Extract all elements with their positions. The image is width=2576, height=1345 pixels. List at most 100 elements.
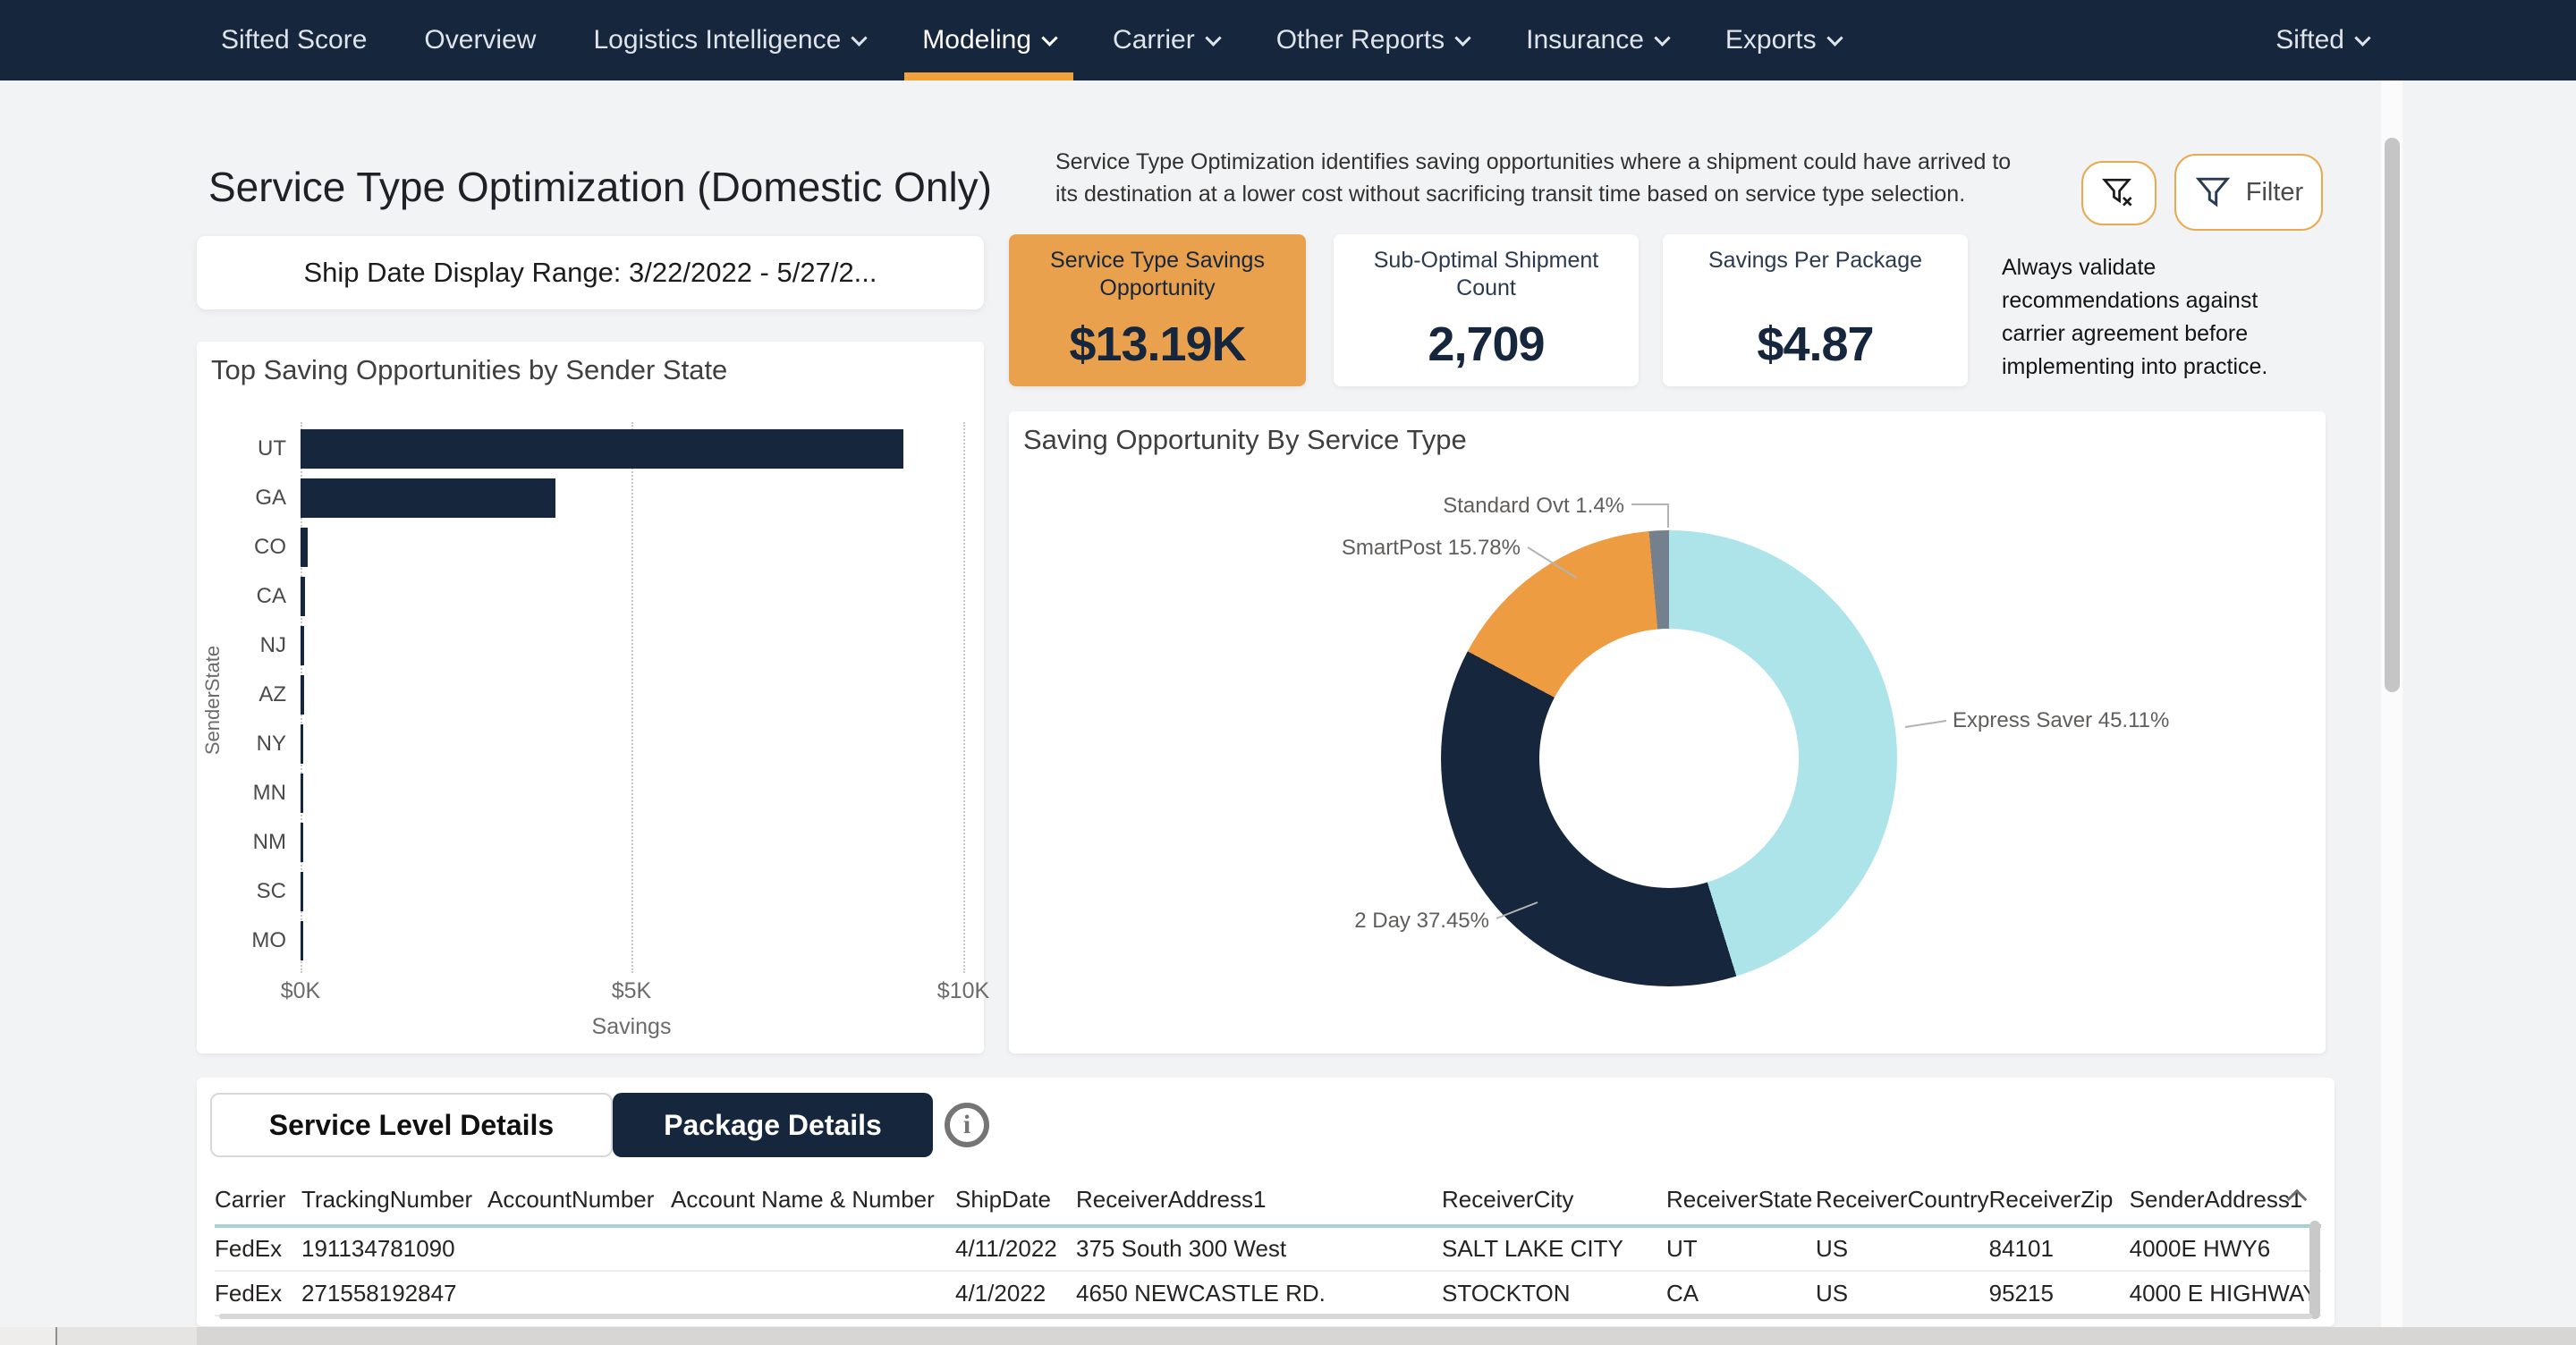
validation-note: Always validate recommendations against … [2002,251,2306,384]
kpi-value: $4.87 [1679,317,1952,372]
bar-row-ut[interactable]: UT [197,424,984,473]
donut-hole [1539,629,1799,888]
table-cell [487,1271,671,1315]
ship-date-slicer[interactable]: Ship Date Display Range: 3/22/2022 - 5/2… [197,236,984,309]
bar-mo[interactable] [301,921,303,960]
page-scrollbar-thumb[interactable] [2385,138,2400,692]
bar-category-label: NM [197,830,286,855]
table-cell: 84101 [1989,1226,2130,1271]
chevron-down-icon [852,30,868,46]
bar-ca[interactable] [301,577,305,616]
column-header-receiveraddress1[interactable]: ReceiverAddress1 [1076,1174,1442,1226]
table-row[interactable]: FedEx2715581928474/1/20224650 NEWCASTLE … [215,1271,2321,1315]
nav-item-overview[interactable]: Overview [395,0,564,80]
bar-mn[interactable] [301,774,303,813]
table-cell: 4/1/2022 [955,1271,1076,1315]
column-header-receivercountry[interactable]: ReceiverCountry [1816,1174,1989,1226]
x-tick-label: $0K [247,978,354,1004]
x-axis-title: Savings [578,1014,685,1040]
bar-az[interactable] [301,675,304,715]
bar-row-sc[interactable]: SC [197,867,984,916]
table-cell [487,1226,671,1271]
nav-item-sifted-score[interactable]: Sifted Score [192,0,395,80]
kpi-value: $13.19K [1025,317,1290,372]
bottom-scrollbar-thumb[interactable] [55,1327,197,1345]
donut-label-standard-ovt: Standard Ovt 1.4% [1443,494,1624,519]
kpi-card-service-type-savings-opportunity[interactable]: Service Type Savings Opportunity $13.19K [1009,234,1306,386]
chevron-down-icon [1654,30,1670,46]
y-axis-title: SenderState [201,629,225,772]
info-icon[interactable]: i [945,1103,989,1147]
table-cell: 4/11/2022 [955,1226,1076,1271]
bar-row-az[interactable]: AZ [197,670,984,719]
table-cell: 271558192847 [301,1271,487,1315]
details-card: Service Level DetailsPackage Details i C… [197,1078,2334,1326]
nav-menu: Sifted Score Overview Logistics Intelligen… [0,0,1869,80]
table-cell: 375 South 300 West [1076,1226,1442,1271]
kpi-label: Service Type Savings Opportunity [1025,247,1290,302]
bar-row-ny[interactable]: NY [197,719,984,768]
column-header-receivercity[interactable]: ReceiverCity [1442,1174,1666,1226]
nav-item-logistics-intelligence[interactable]: Logistics Intelligence [564,0,894,80]
chevron-down-icon [1041,30,1057,46]
bar-chart-card: Top Saving Opportunities by Sender State… [197,342,984,1053]
nav-item-label: Carrier [1113,25,1195,55]
column-header-trackingnumber[interactable]: TrackingNumber [301,1174,487,1226]
column-header-shipdate[interactable]: ShipDate [955,1174,1076,1226]
table-cell: FedEx [215,1271,301,1315]
nav-item-exports[interactable]: Exports [1697,0,1869,80]
tab-service-level-details[interactable]: Service Level Details [210,1093,613,1157]
bar-row-co[interactable]: CO [197,522,984,571]
nav-item-label: Insurance [1526,25,1644,55]
table-cell: 4000E HWY6 [2130,1226,2321,1271]
column-header-accountnumber[interactable]: AccountNumber [487,1174,671,1226]
nav-account-menu[interactable]: Sifted [2247,25,2397,55]
table-vertical-scrollbar[interactable] [2309,1221,2320,1319]
kpi-card-savings-per-package[interactable]: Savings Per Package$4.87 [1663,234,1968,386]
bar-co[interactable] [301,528,308,567]
column-header-receiverstate[interactable]: ReceiverState [1666,1174,1816,1226]
table-cell [671,1226,955,1271]
nav-item-other-reports[interactable]: Other Reports [1248,0,1497,80]
column-header-receiverzip[interactable]: ReceiverZip [1989,1174,2130,1226]
ship-date-range-label: Ship Date Display Range: 3/22/2022 - 5/2… [303,257,877,289]
bar-row-mo[interactable]: MO [197,916,984,965]
nav-item-modeling[interactable]: Modeling [894,0,1084,80]
bar-row-nm[interactable]: NM [197,817,984,867]
bar-row-mn[interactable]: MN [197,768,984,817]
page-description: Service Type Optimization identifies sav… [1055,146,2035,210]
x-tick-label: $5K [578,978,685,1004]
table-header-row: CarrierTrackingNumberAccountNumberAccoun… [215,1174,2321,1226]
column-header-account-name-number[interactable]: Account Name & Number [671,1174,955,1226]
bar-nm[interactable] [301,823,303,862]
table-cell: 4000 E HIGHWAY [2130,1271,2321,1315]
bar-row-ca[interactable]: CA [197,571,984,621]
clear-filter-button[interactable] [2081,161,2157,225]
bar-row-ga[interactable]: GA [197,473,984,522]
bar-ut[interactable] [301,429,903,469]
table-cell [671,1271,955,1315]
nav-item-label: Overview [424,25,536,55]
bar-category-label: CO [197,535,286,560]
bar-chart-title: Top Saving Opportunities by Sender State [211,354,727,386]
kpi-value: 2,709 [1350,317,1623,372]
nav-item-label: Sifted Score [221,25,367,55]
donut-label-express-saver: Express Saver 45.11% [1953,708,2169,733]
tab-package-details[interactable]: Package Details [613,1093,933,1157]
chevron-down-icon [1205,30,1221,46]
bar-ny[interactable] [301,724,303,764]
bar-row-nj[interactable]: NJ [197,621,984,670]
table-cell: SALT LAKE CITY [1442,1226,1666,1271]
bar-category-label: MO [197,928,286,953]
table-horizontal-scrollbar[interactable] [219,1314,2312,1319]
filter-button[interactable]: Filter [2174,154,2323,231]
nav-item-insurance[interactable]: Insurance [1497,0,1697,80]
bar-ga[interactable] [301,478,555,518]
kpi-card-sub-optimal-shipment-count[interactable]: Sub-Optimal Shipment Count2,709 [1334,234,1639,386]
bar-sc[interactable] [301,872,303,911]
bar-nj[interactable] [301,626,304,665]
top-navbar: Sifted Score Overview Logistics Intelligen… [0,0,2576,80]
nav-item-carrier[interactable]: Carrier [1084,0,1248,80]
column-header-carrier[interactable]: Carrier [215,1174,301,1226]
table-row[interactable]: FedEx1911347810904/11/2022375 South 300 … [215,1226,2321,1271]
